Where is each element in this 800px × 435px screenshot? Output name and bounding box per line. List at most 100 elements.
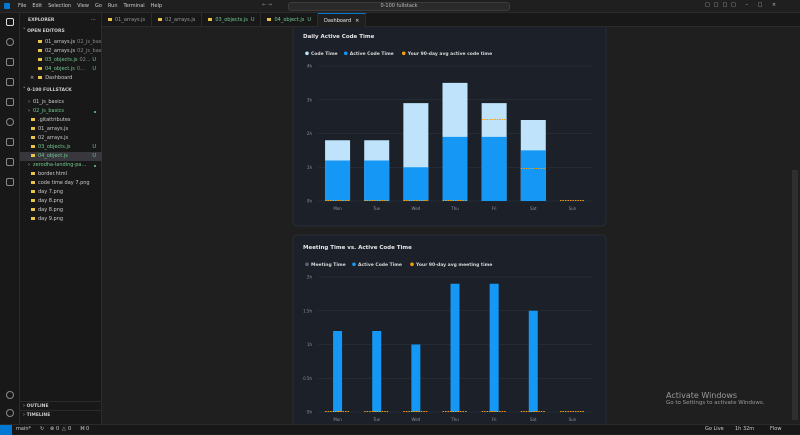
explorer-icon[interactable] xyxy=(6,18,14,26)
command-center[interactable]: 0-100 fullstack xyxy=(288,2,510,11)
chevron: › xyxy=(23,412,27,418)
file-icon xyxy=(31,190,35,193)
y-tick-label: 0.5h xyxy=(303,376,312,381)
file-detail: 0... xyxy=(76,66,85,72)
file-name: 03_objects.js xyxy=(45,57,78,63)
file-item[interactable]: › zerodha-landing-pa... xyxy=(20,161,102,170)
file-item[interactable]: .gitattributes xyxy=(20,116,102,125)
file-item[interactable]: day 8.png xyxy=(20,206,102,215)
file-item[interactable]: 04_object.js U xyxy=(20,152,102,161)
window-controls[interactable]: □□□□ – □ × xyxy=(705,2,781,8)
extension-icon[interactable] xyxy=(6,178,14,186)
file-item[interactable]: 01_arrays.js xyxy=(20,125,102,134)
bar xyxy=(333,331,343,412)
sync-icon: ↻ xyxy=(40,426,45,432)
file-icon xyxy=(267,18,272,21)
menu-item[interactable]: Run xyxy=(107,3,118,9)
file-item[interactable]: border.html xyxy=(20,170,102,179)
menu-item[interactable]: Help xyxy=(150,3,163,9)
y-tick-label: 2h xyxy=(307,131,313,136)
file-badge: U xyxy=(92,153,96,159)
tab[interactable]: Dashboard × xyxy=(318,13,367,27)
file-item[interactable]: › 02_js_basics xyxy=(20,107,102,116)
bar xyxy=(528,310,538,412)
branch[interactable]: main* xyxy=(16,426,31,432)
file-item[interactable]: 03_objects.js U xyxy=(20,143,102,152)
warnings[interactable]: 0 xyxy=(68,426,72,432)
file-icon xyxy=(31,172,35,175)
legend-label: Your 90-day avg meeting time xyxy=(415,262,492,268)
tab-label: 02_arrays.js xyxy=(165,17,196,23)
bar xyxy=(403,167,429,201)
search-icon[interactable] xyxy=(6,38,14,46)
scm-icon[interactable] xyxy=(6,58,14,66)
legend-marker xyxy=(305,51,309,56)
menu-item[interactable]: View xyxy=(77,3,89,9)
file-name: Dashboard xyxy=(45,75,73,81)
watermark-subtitle: Go to Settings to activate Windows. xyxy=(666,400,765,406)
section-title: 0-100 FULLSTACK xyxy=(27,88,72,93)
menu-item[interactable]: File xyxy=(18,3,27,9)
go-live[interactable]: Go Live xyxy=(705,426,724,432)
extensions-icon[interactable] xyxy=(6,98,14,106)
file-detail: 02_js_bas... xyxy=(77,39,102,45)
section-header[interactable]: ˅ 0-100 FULLSTACK xyxy=(20,86,102,95)
section-header[interactable]: ˅ OPEN EDITORS xyxy=(20,27,102,36)
nav-arrows[interactable]: ← → xyxy=(262,2,272,8)
file-item[interactable]: code time day 7.png xyxy=(20,179,102,188)
legend-marker xyxy=(410,262,414,267)
flow[interactable]: Flow xyxy=(770,426,782,432)
legend-label: Your 90-day avg active code time xyxy=(407,51,492,57)
code-time[interactable]: 1h 32m xyxy=(735,426,755,432)
chevron: ˅ xyxy=(23,87,28,93)
section-title: OPEN EDITORS xyxy=(27,29,65,34)
ports[interactable]: 0 xyxy=(86,426,90,432)
tab[interactable]: 03_objects.js U xyxy=(202,13,262,27)
errors[interactable]: 0 xyxy=(56,426,60,432)
debug-icon[interactable] xyxy=(6,78,14,86)
open-editor[interactable]: 04_object.js 0... U xyxy=(20,65,102,74)
x-tick-label: Thu xyxy=(450,206,459,211)
y-tick-label: 1h xyxy=(307,165,313,170)
y-tick-label: 3h xyxy=(307,97,313,102)
panel-header[interactable]: › OUTLINE xyxy=(20,401,102,410)
file-icon xyxy=(38,67,42,70)
legend-marker xyxy=(343,51,348,56)
settings-icon[interactable] xyxy=(6,409,14,417)
file-item[interactable]: 02_arrays.js xyxy=(20,134,102,143)
app-logo xyxy=(4,3,10,9)
file-item[interactable]: › 01_js_basics xyxy=(20,98,102,107)
file-item[interactable]: day 7.png xyxy=(20,188,102,197)
menu-item[interactable]: Selection xyxy=(48,3,72,9)
tab[interactable]: 04_object.js U xyxy=(261,13,319,27)
file-item[interactable]: day 8.png xyxy=(20,197,102,206)
ports-icon: ⌘ xyxy=(80,426,85,432)
remote-button[interactable] xyxy=(0,425,12,435)
legend-marker xyxy=(305,262,309,267)
extension-icon[interactable] xyxy=(6,118,14,126)
tab[interactable]: 02_arrays.js xyxy=(152,13,203,27)
panel-header[interactable]: › TIMELINE xyxy=(20,410,102,419)
menu-item[interactable]: Edit xyxy=(32,3,43,9)
extension-icon[interactable] xyxy=(6,158,14,166)
tab-label: 01_arrays.js xyxy=(115,17,146,23)
menu-item[interactable]: Go xyxy=(94,3,102,9)
open-editor[interactable]: 03_objects.js 02... U xyxy=(20,56,102,65)
x-tick-label: Wed xyxy=(411,206,420,211)
activation-watermark: Activate Windows Go to Settings to activ… xyxy=(666,391,765,406)
legend-label: Active Code Time xyxy=(350,51,394,57)
file-detail: 02_js_bas... xyxy=(77,48,102,54)
accounts-icon[interactable] xyxy=(6,391,14,399)
open-editor[interactable]: × Dashboard xyxy=(20,74,102,83)
file-name: 03_objects.js xyxy=(38,144,71,150)
explorer-title-text: EXPLORER xyxy=(28,18,55,23)
bar xyxy=(489,283,499,412)
tab[interactable]: 01_arrays.js xyxy=(102,13,153,27)
extension-icon[interactable] xyxy=(6,138,14,146)
menu-item[interactable]: Terminal xyxy=(123,3,145,9)
chevron: › xyxy=(28,99,30,105)
file-item[interactable]: day 9.png xyxy=(20,215,102,224)
